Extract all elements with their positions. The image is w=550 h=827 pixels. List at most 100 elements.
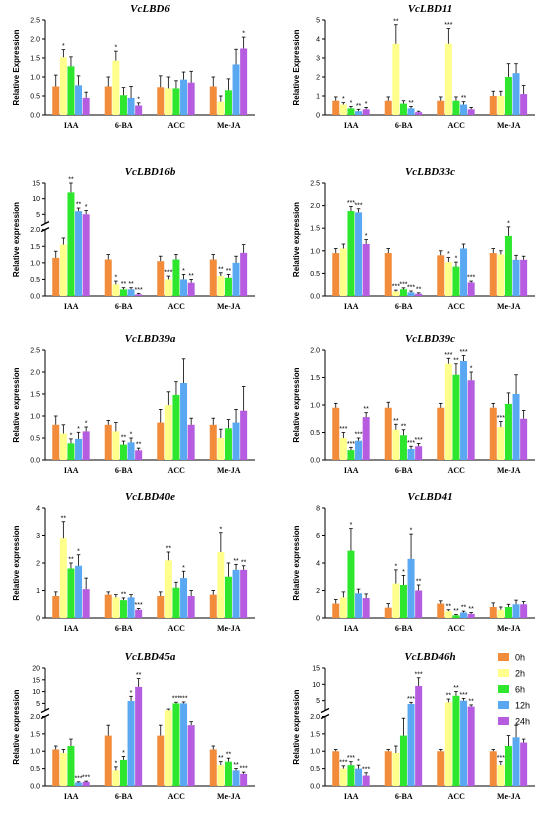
bar	[67, 746, 75, 786]
significance-label: *	[122, 750, 125, 757]
bar-group-acc: *****	[437, 22, 475, 115]
bar	[224, 277, 232, 296]
significance-label: **	[76, 202, 82, 209]
bar	[392, 43, 400, 115]
bar	[520, 259, 528, 296]
y-tick-label: 2	[316, 588, 320, 595]
y-tick-label: 1	[316, 94, 320, 101]
y-tick-label: 1.5	[30, 56, 40, 63]
bar	[452, 695, 460, 786]
bar	[164, 405, 172, 460]
bar	[75, 782, 83, 786]
significance-label: *	[350, 100, 353, 107]
bar	[460, 104, 468, 115]
bar	[112, 597, 120, 618]
y-tick-label: 2.0	[310, 714, 320, 721]
y-tick-label: 0.0	[30, 458, 40, 465]
category-label: 6-BA	[115, 792, 133, 801]
y-tick-label: 2	[316, 75, 320, 82]
legend-swatch	[498, 685, 509, 693]
bar	[127, 597, 135, 618]
bar	[415, 446, 423, 460]
bar	[512, 394, 520, 460]
y-tick-label: 2.0	[30, 227, 40, 234]
significance-label: **	[453, 608, 459, 615]
bar	[497, 427, 505, 460]
bar	[82, 589, 90, 618]
category-label: Me-JA	[497, 624, 521, 633]
y-tick-label: 0.5	[30, 766, 40, 773]
bar	[355, 111, 363, 115]
panel-title: VcLBD41	[407, 491, 452, 503]
panel-title: VcLBD46h	[404, 651, 455, 663]
significance-label: ***	[347, 755, 355, 762]
significance-label: **	[363, 406, 369, 413]
bar	[104, 594, 112, 618]
significance-label: ***	[467, 275, 475, 282]
bar	[489, 253, 497, 296]
significance-label: *	[137, 96, 140, 103]
bar	[59, 433, 67, 460]
significance-label: *	[85, 421, 88, 428]
bar	[512, 259, 520, 296]
y-tick-label: 2.0	[30, 370, 40, 377]
significance-label: **	[226, 752, 232, 759]
bar	[209, 259, 217, 296]
panel-vclbd39c: VcLBD39c 0.0 0.5 1.0 1.5 2.0 Relative expressi…	[292, 333, 535, 475]
bar	[127, 97, 135, 115]
bar	[240, 773, 248, 786]
category-label: ACC	[448, 466, 466, 475]
bar	[164, 560, 172, 618]
y-axis-label: Relative expression	[292, 367, 301, 442]
bar	[489, 607, 497, 618]
significance-label: ***	[444, 22, 452, 29]
significance-label: **	[241, 559, 247, 566]
bar	[460, 700, 468, 786]
bar	[399, 735, 407, 786]
bar	[399, 103, 407, 115]
significance-label: **	[233, 558, 239, 565]
bar	[135, 450, 143, 460]
y-tick-label: 4	[316, 561, 320, 568]
category-label: ACC	[168, 624, 186, 633]
bar	[362, 109, 370, 115]
bar	[384, 751, 392, 786]
bar	[437, 751, 445, 786]
y-axis-label: Relative expression	[292, 525, 301, 600]
bar-group-6-ba: *** *** *** **	[384, 248, 423, 296]
y-tick-label: 0.5	[310, 430, 320, 437]
y-tick-label: 1	[36, 588, 40, 595]
bar	[224, 90, 232, 115]
significance-label: *	[219, 526, 222, 533]
y-tick-label: 2	[36, 561, 40, 568]
legend-swatch	[498, 653, 509, 661]
bar	[384, 253, 392, 296]
bar-group-acc: *** ***	[157, 695, 195, 786]
bar	[347, 550, 355, 618]
y-tick-label: 15	[32, 181, 40, 188]
bar	[399, 585, 407, 618]
bar	[489, 96, 497, 115]
bar	[452, 266, 460, 296]
significance-label: *	[182, 268, 185, 275]
category-label: ACC	[448, 121, 466, 130]
bar	[347, 211, 355, 296]
significance-label: **	[356, 103, 362, 110]
bar-group-me-ja: *	[489, 220, 528, 296]
bar	[119, 444, 127, 460]
bar	[104, 424, 112, 460]
significance-label: ***	[444, 352, 452, 359]
bar	[172, 394, 180, 460]
bar	[119, 759, 127, 786]
y-tick-label: 0	[316, 616, 320, 623]
significance-label: **	[416, 286, 422, 293]
bar	[444, 43, 452, 115]
significance-label: **	[128, 281, 134, 288]
bar	[224, 428, 232, 460]
bar	[209, 749, 217, 786]
legend-label: 2h	[515, 669, 525, 679]
category-label: IAA	[344, 624, 359, 633]
bar-group-iaa: *	[52, 43, 90, 115]
category-label: Me-JA	[217, 466, 241, 475]
y-tick-label: 1.0	[30, 260, 40, 267]
